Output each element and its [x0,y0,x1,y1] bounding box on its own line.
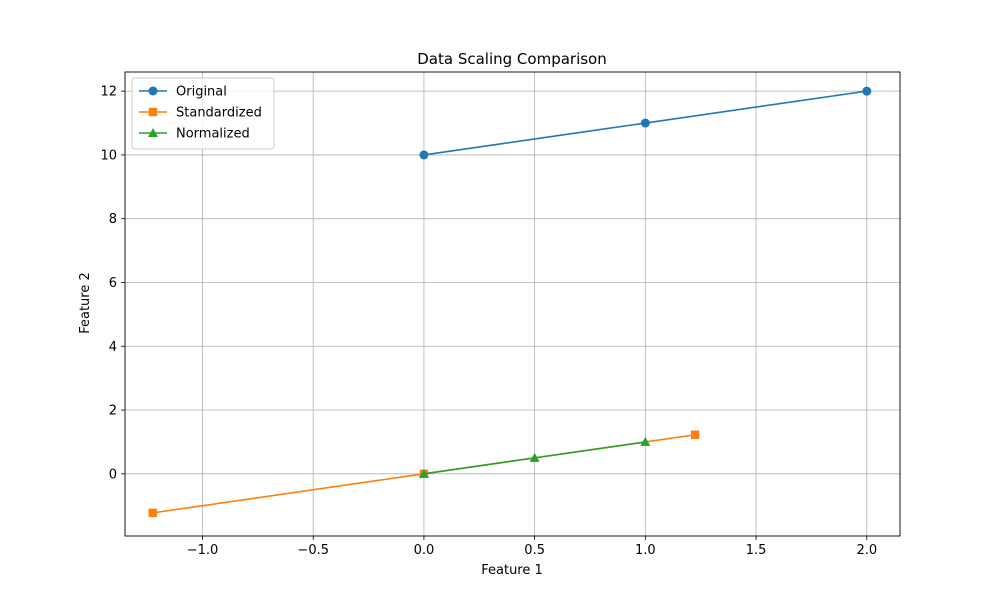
legend-marker-normalized [148,128,158,137]
legend: Original Standardized Normalized [131,77,275,150]
legend-marker-standardized [148,107,158,117]
data-point-original [862,86,872,96]
x-tick-label: 1.0 [635,543,656,558]
chart-title: Data Scaling Comparison [417,50,607,68]
y-tick-label: 10 [100,148,117,163]
axes-frame [124,71,901,537]
x-axis-label: Feature 1 [481,563,543,578]
data-point-normalized [418,468,429,478]
data-point-original [640,118,650,128]
y-tick-label: 0 [109,467,117,482]
x-tick-label: −1.0 [187,543,219,558]
data-point-normalized [529,452,540,462]
data-point-standardized [148,508,157,518]
x-tick-label: 1.5 [746,543,767,558]
legend-label-standardized: Standardized [176,106,262,121]
legend-label-original: Original [176,85,227,100]
data-point-standardized [690,430,700,439]
data-point-normalized [640,436,651,446]
legend-box [131,77,275,150]
x-tick-label: 0.0 [414,543,435,558]
y-tick-label: 8 [109,212,117,227]
data-point-original [419,150,429,160]
x-tick-label: −0.5 [297,543,329,558]
y-tick-label: 6 [109,276,117,291]
y-axis-label: Feature 2 [78,272,93,334]
plot-area: −1.0 −0.5 0.0 0.5 1.0 1.5 2.0 0 2 4 6 8 10 12 Original… [100,71,901,558]
legend-label-normalized: Normalized [176,127,250,142]
y-tick-label: 12 [100,85,117,100]
x-tick-label: 2.0 [856,543,877,558]
y-tick-label: 4 [109,340,117,355]
legend-marker-original [148,86,158,96]
y-tick-label: 2 [109,404,117,419]
x-tick-label: 0.5 [524,543,545,558]
